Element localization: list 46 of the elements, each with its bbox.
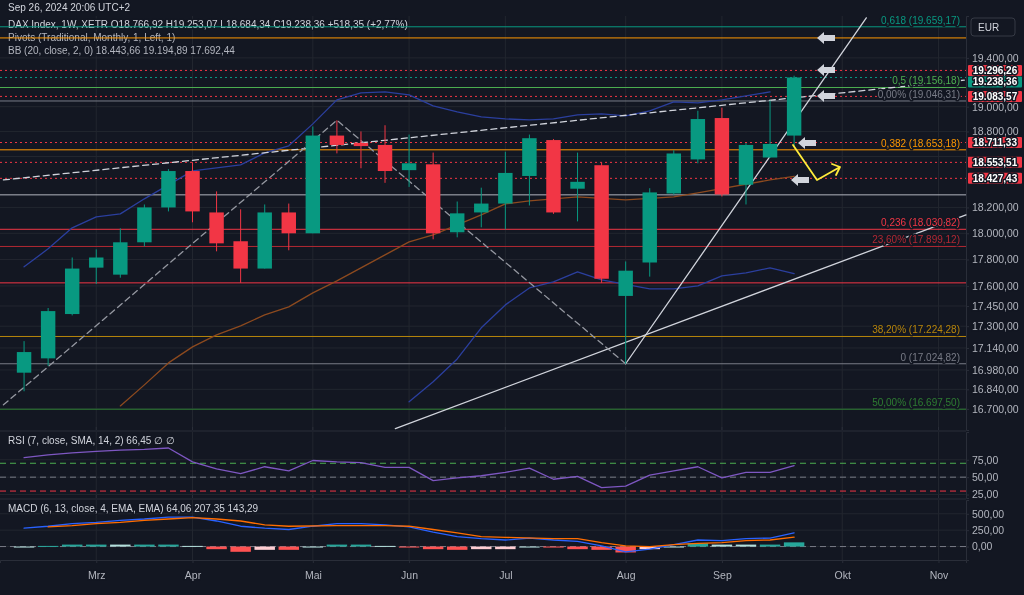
y-tick-label: 17.140,00 [972,341,1019,354]
chart-subtitle: Sep 26, 2024 20:06 UTC+2 [8,2,131,13]
y-tick-label: 19.400,00 [972,51,1019,64]
y-tick-label: 250,00 [972,524,1005,537]
ref-line-label: 19.238,36 [972,76,1018,88]
y-tick-label: 17.600,00 [972,279,1019,292]
ref-line-label: 18.711,33 [973,137,1018,149]
x-tick-label: Mai [304,568,322,581]
annotation: BB (20, close, 2, 0) 18.443,66 19.194,89 17.692,44 [8,45,236,56]
y-tick-label: 16.700,00 [972,402,1019,415]
y-tick-label: 16.840,00 [972,383,1019,396]
ref-line-label: 50,00% (16.697,50) [872,397,960,409]
x-tick-label: Sep [713,568,732,581]
ref-line-label: 0,382 (18.653,18) [881,137,960,149]
y-tick-label: 18.000,00 [972,227,1019,240]
ref-line-label: 0,618 (19.659,17) [881,14,960,26]
ref-line-label: 0,5 (19.156,18) [892,75,960,87]
ref-line-label: 0 (17.024,82) [900,351,960,363]
chart-title: RSI (7, close, SMA, 14, 2) 66,45 ∅ ∅ [8,435,175,446]
x-tick-label: Mrz [88,568,106,581]
y-tick-label: 18.800,00 [972,125,1019,138]
y-tick-label: 18.200,00 [972,201,1019,214]
x-tick-label: Jun [401,568,419,581]
ref-line-label: 19.083,57 [972,90,1018,102]
y-tick-label: 17.450,00 [972,299,1019,312]
y-tick-label: 17.300,00 [972,320,1019,333]
ref-line-label: 19.296,26 [972,64,1018,76]
y-tick-label: 500,00 [972,507,1005,520]
ref-line-label: 38,20% (17.224,28) [872,324,960,336]
y-tick-label: 25,00 [972,488,999,501]
chart-title: DAX Index, 1W, XETR O18.766,92 H19.253,07 L18.684,34 C19.238,36 +518,35 (+2,77%) [8,19,408,30]
x-tick-label: Okt [834,568,851,581]
x-tick-label: Apr [184,568,202,581]
y-axis-title: EUR [978,22,1000,33]
ref-line-label: 0,00% (19.046,31) [877,88,960,100]
x-tick-label: Jul [499,568,513,581]
y-tick-label: 0,00 [972,540,993,553]
chart-title: MACD (6, 13, close, 4, EMA, EMA) 64,06 207,35 143,29 [8,503,259,514]
y-tick-label: 17.800,00 [972,253,1019,266]
x-tick-label: Nov [929,568,950,581]
y-tick-label: 50,00 [972,471,999,484]
ref-line-label: 18.427,43 [972,172,1018,184]
x-tick-label: Aug [616,568,636,581]
y-tick-label: 75,00 [972,453,999,466]
ref-line-label: 18.553,51 [972,156,1018,168]
y-tick-label: 16.980,00 [972,363,1019,376]
